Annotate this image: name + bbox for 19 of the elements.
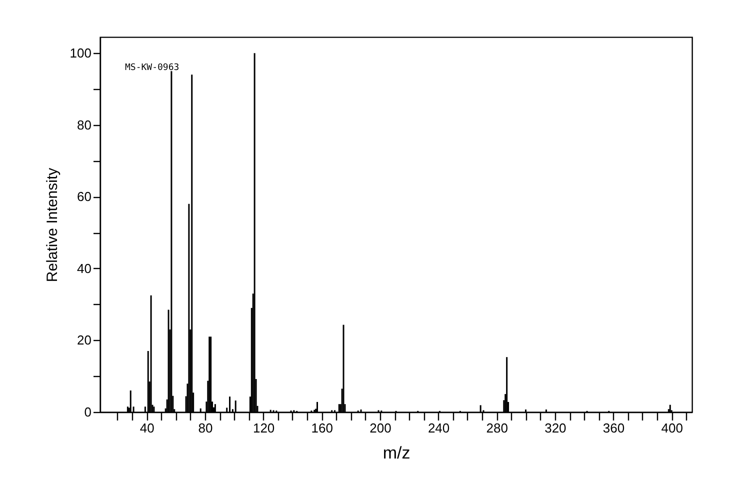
x-tick-label: 240 xyxy=(428,420,450,436)
y-tick-label: 80 xyxy=(77,117,92,132)
x-tick-label: 120 xyxy=(252,420,275,436)
y-axis-title: Relative Intensity xyxy=(44,167,61,282)
x-tick-label: 80 xyxy=(198,420,213,436)
x-tick-label: 160 xyxy=(311,420,333,436)
x-tick-label: 320 xyxy=(544,420,566,436)
y-tick-label: 0 xyxy=(84,404,92,420)
x-tick-label: 280 xyxy=(486,420,508,436)
y-tick-label: 60 xyxy=(77,189,92,204)
y-tick-label: 100 xyxy=(70,46,92,61)
y-tick-label: 40 xyxy=(77,260,92,276)
annotation: MS-KW-0963 xyxy=(125,63,180,73)
x-axis-title: m/z xyxy=(382,444,410,462)
x-tick-label: 40 xyxy=(140,420,154,436)
x-tick-label: 200 xyxy=(370,420,392,436)
x-tick-label: 400 xyxy=(661,420,683,436)
y-tick-label: 20 xyxy=(77,332,92,348)
x-tick-label: 360 xyxy=(602,420,625,436)
